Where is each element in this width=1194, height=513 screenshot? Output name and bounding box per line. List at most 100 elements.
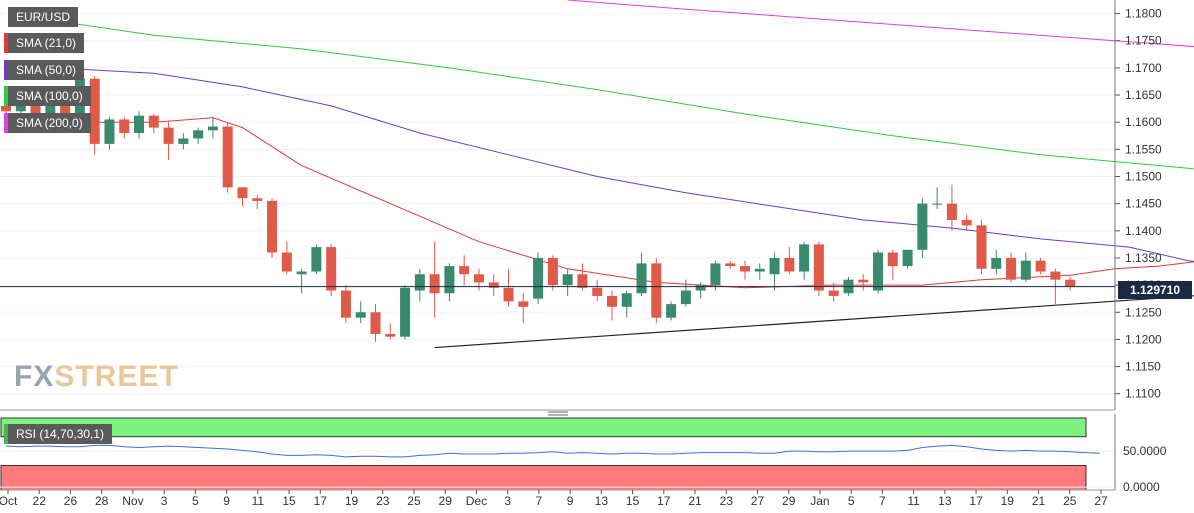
candle-bear (592, 287, 603, 296)
x-tick-label: 23 (376, 494, 390, 508)
price-tick-label: 1.1100 (1125, 387, 1161, 401)
candle-bull (710, 263, 721, 286)
candle-bear (30, 100, 41, 115)
candle-bull (104, 119, 115, 144)
candle-bear (976, 225, 987, 269)
candle-bear (148, 115, 159, 128)
sma-line (5, 13, 1194, 170)
candle-bear (89, 78, 100, 144)
price-tick-label: 1.1350 (1125, 251, 1162, 265)
candle-bear (119, 119, 130, 134)
candle-bull (754, 268, 765, 272)
legend-swatch (4, 60, 8, 80)
sma-line (5, 64, 1194, 262)
legend-item-sma50[interactable]: SMA (50,0) (4, 60, 85, 80)
candle-bull (917, 203, 928, 250)
x-tick-label: Oct (0, 494, 18, 508)
candles (1, 73, 1076, 343)
current-price-tag: 1.129710 (1118, 281, 1192, 299)
x-tick-label: 3 (161, 494, 168, 508)
x-tick-label: Nov (122, 494, 143, 508)
candle-bear (547, 257, 558, 286)
candle-bear (1, 105, 11, 112)
candle-bull (207, 126, 218, 131)
rsi-bands (0, 417, 1087, 491)
axes: 1.1800 1.1750 1.1700 1.1650 1.1600 1.1550 1.15… (0, 0, 1167, 508)
candle-bull (311, 247, 322, 272)
candle-bear (828, 290, 839, 296)
candle-bear (237, 187, 248, 199)
x-tick-label: 23 (720, 494, 734, 508)
candle-bull (193, 130, 204, 139)
price-tick-label: 1.1150 (1125, 360, 1161, 374)
candle-bear (252, 198, 263, 201)
x-tick-label: 17 (969, 494, 983, 508)
candle-bull (991, 257, 1002, 269)
legend-label: SMA (100,0) (16, 89, 83, 103)
legend-item-eurusd[interactable]: EUR/USD (4, 7, 79, 27)
x-tick-label: 13 (938, 494, 952, 508)
price-tick-label: 1.1550 (1125, 142, 1162, 156)
x-tick-label: Dec (466, 494, 487, 508)
candle-bear (518, 301, 529, 307)
candle-bull (873, 252, 884, 291)
price-tick-label: 1.1650 (1125, 88, 1162, 102)
candle-bear (163, 127, 174, 144)
candle-bear (1050, 271, 1061, 280)
candle-bear (326, 247, 337, 291)
x-tick-label: 9 (223, 494, 230, 508)
candle-bull (621, 293, 632, 307)
legend-swatch (4, 86, 8, 106)
candle-bull (902, 249, 913, 267)
candle-bear (858, 279, 869, 283)
x-tick-label: 27 (1094, 494, 1108, 508)
price-tick-label: 1.1750 (1125, 34, 1162, 48)
rsi-series (5, 444, 1100, 458)
candle-bull (636, 263, 647, 294)
legend-swatch (4, 113, 8, 133)
candle-bull (134, 115, 145, 134)
x-tick-label: 11 (252, 494, 265, 508)
x-tick-label: 17 (314, 494, 328, 508)
rsi-line (5, 444, 1100, 458)
candle-bull (799, 244, 810, 272)
candle-bear (503, 287, 514, 302)
price-tick-label: 1.1450 (1125, 197, 1162, 211)
price-tick-label: 1.1400 (1125, 224, 1162, 238)
x-tick-label: 17 (657, 494, 671, 508)
x-tick-label: 5 (192, 494, 199, 508)
price-tick-label: 1.1500 (1125, 169, 1162, 183)
legend-item-sma100[interactable]: SMA (100,0) (4, 86, 91, 106)
candle-bear (459, 266, 470, 275)
x-tick-label: 29 (782, 494, 796, 508)
candle-bull (769, 257, 780, 275)
x-tick-label: 7 (879, 494, 886, 508)
x-tick-label: 3 (504, 494, 511, 508)
candle-bear (385, 333, 396, 337)
candle-bull (1020, 260, 1031, 280)
rsi-swatch (4, 424, 8, 444)
candle-bear (340, 290, 351, 318)
candle-bull (178, 138, 189, 144)
candle-bear (267, 200, 278, 253)
legend-label: SMA (21,0) (16, 36, 77, 50)
x-tick-label: 25 (407, 494, 421, 508)
logo-part-street: STREET (54, 360, 179, 393)
candle-bear (222, 126, 233, 188)
candle-bear (887, 252, 898, 267)
legend-label: SMA (50,0) (16, 63, 77, 77)
candle-bear (488, 282, 499, 288)
candle-bull (355, 312, 366, 318)
legend-swatch (4, 33, 8, 53)
candle-bear (725, 263, 736, 267)
legend-item-sma200[interactable]: SMA (200,0) (4, 113, 91, 133)
candle-bear (281, 252, 292, 272)
rsi-tick-label: 50.0000 (1123, 444, 1167, 458)
rsi-legend[interactable]: RSI (14,70,30,1) (4, 424, 113, 444)
legend-item-sma21[interactable]: SMA (21,0) (4, 33, 85, 53)
logo-part-fx: FX (14, 360, 55, 393)
x-tick-label: 13 (595, 494, 609, 508)
candle-bull (296, 271, 307, 275)
price-tick-label: 1.1250 (1125, 305, 1162, 319)
